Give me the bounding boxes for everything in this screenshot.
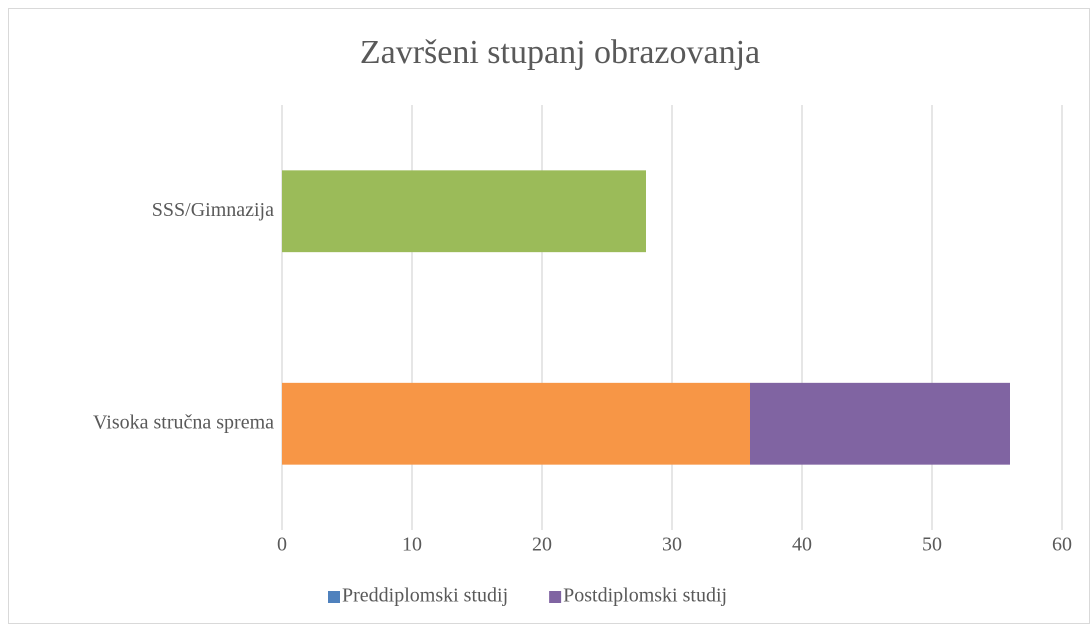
y-tick-label: SSS/Gimnazija [152,199,274,221]
x-tick-label: 60 [1052,534,1072,556]
x-tick-label: 10 [402,534,422,556]
bar [282,382,750,465]
y-tick-label: Visoka stručna sprema [93,411,274,433]
x-tick-label: 20 [532,534,552,556]
chart-title: Završeni stupanj obrazovanja [360,34,760,71]
legend-swatch [549,591,562,603]
x-tick-label: 0 [277,534,287,556]
x-tick-label: 40 [792,534,812,556]
chart-border [8,8,1090,624]
legend-label: Preddiplomski studij [342,585,508,607]
legend-swatch [328,591,340,603]
legend-label: Postdiplomski studij [563,585,727,607]
bar [750,382,1010,465]
x-tick-label: 30 [662,534,682,556]
x-tick-label: 50 [922,534,942,556]
bar [282,170,646,253]
